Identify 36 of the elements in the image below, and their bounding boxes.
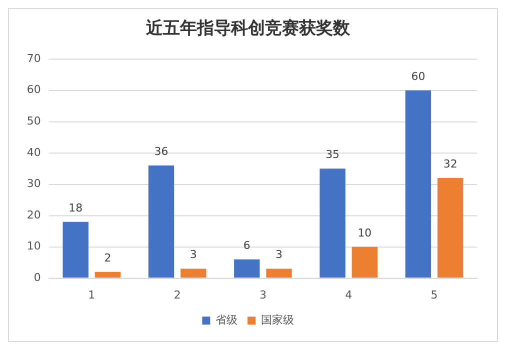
- y-tick-label: 30: [26, 177, 41, 190]
- bar: [352, 246, 378, 278]
- x-tick-label: 2: [174, 288, 181, 302]
- legend-label: 省级: [216, 313, 238, 326]
- y-tick-label: 40: [26, 146, 41, 159]
- data-label: 2: [104, 251, 112, 264]
- x-tick-label: 1: [88, 288, 96, 302]
- data-label: 60: [411, 70, 426, 83]
- data-label: 3: [190, 248, 197, 262]
- bar: [266, 268, 292, 278]
- y-tick-label: 10: [26, 240, 41, 253]
- data-label: 18: [68, 201, 83, 214]
- bar: [148, 166, 174, 278]
- bar: [62, 222, 88, 278]
- y-tick-label: 50: [26, 114, 41, 128]
- y-tick-label: 0: [34, 271, 41, 284]
- bar: [437, 178, 464, 278]
- bar: [320, 168, 346, 278]
- chart-title: 近五年指导科创竞赛获奖数: [144, 17, 352, 38]
- bar: [94, 272, 121, 278]
- x-tick-label: 5: [430, 288, 438, 302]
- x-tick-label: 3: [259, 288, 266, 302]
- data-label: 10: [358, 226, 372, 240]
- bar: [405, 90, 432, 278]
- y-tick-label: 70: [26, 52, 41, 65]
- legend-label: 国家级: [260, 313, 294, 326]
- data-label: 3: [276, 248, 283, 262]
- data-label: 6: [243, 238, 250, 252]
- bar: [180, 268, 206, 278]
- y-tick-label: 20: [26, 208, 41, 222]
- data-label: 32: [443, 157, 458, 170]
- data-label: 35: [326, 148, 340, 162]
- y-tick-label: 60: [26, 83, 41, 96]
- bar: [234, 259, 260, 278]
- data-label: 36: [154, 144, 168, 158]
- x-tick-label: 4: [345, 288, 352, 302]
